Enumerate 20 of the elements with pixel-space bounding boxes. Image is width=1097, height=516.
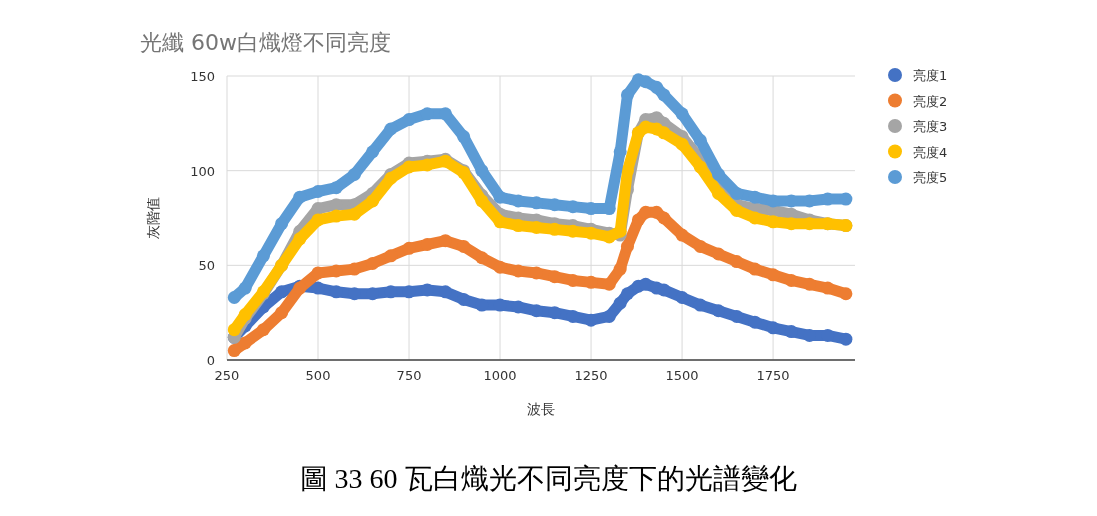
legend-label: 亮度2: [913, 93, 948, 109]
legend-label: 亮度5: [913, 170, 948, 185]
x-tick-label: 500: [305, 368, 331, 383]
y-tick-label: 100: [190, 163, 215, 179]
y-tick-label: 150: [190, 69, 215, 84]
x-tick-label: 1500: [665, 368, 699, 383]
x-tick-label: 750: [396, 368, 422, 383]
x-tick-label: 250: [214, 368, 240, 383]
x-axis-title: 波長: [527, 401, 555, 417]
legend-label: 亮度4: [913, 144, 948, 160]
chart-title: 光纖 60w白熾燈不同亮度: [140, 30, 391, 55]
x-tick-label: 1000: [483, 368, 517, 383]
y-tick-label: 0: [206, 353, 215, 368]
legend-label: 亮度1: [913, 68, 948, 83]
x-tick-label: 1250: [574, 368, 608, 383]
y-axis-title: 灰階值: [145, 197, 161, 239]
legend-label: 亮度3: [913, 119, 948, 134]
caption: 圖 33 60 瓦白熾光不同亮度下的光譜變化: [299, 463, 797, 494]
x-tick-label: 1750: [756, 368, 790, 383]
y-tick-label: 50: [198, 258, 215, 274]
